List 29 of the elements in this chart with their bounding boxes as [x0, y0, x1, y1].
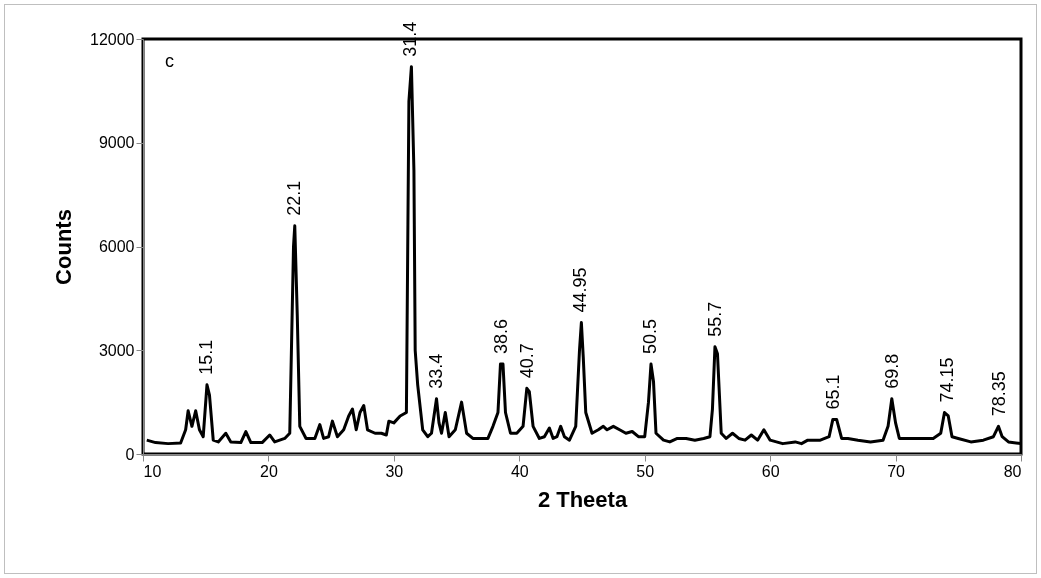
x-tick-label: 60 — [761, 462, 780, 480]
y-tick-label: 12000 — [90, 30, 135, 48]
x-tick-label: 40 — [510, 462, 529, 480]
annotation: 55.7 — [705, 301, 726, 337]
y-tick-label: 3000 — [98, 341, 135, 359]
annotation: 78.35 — [989, 371, 1010, 417]
annotation: 69.8 — [882, 353, 903, 389]
annotation: 50.5 — [639, 319, 660, 355]
annotation: 44.95 — [570, 267, 591, 313]
x-tick-label: 80 — [1003, 462, 1022, 480]
annotation: 65.1 — [823, 374, 844, 410]
annotation: 74.15 — [936, 357, 957, 403]
x-tick-label: 50 — [636, 462, 655, 480]
x-tick-label: 20 — [260, 462, 278, 480]
y-tick-label: 6000 — [98, 238, 135, 255]
annotation: 38.6 — [490, 319, 511, 355]
y-axis-title: Counts — [51, 209, 77, 285]
x-tick-label: 70 — [887, 462, 906, 480]
x-tick-label: 10 — [143, 462, 162, 480]
annotation: 33.4 — [425, 353, 446, 389]
x-axis-title: 2 Theeta — [537, 486, 628, 512]
annotation: 22.1 — [283, 180, 304, 216]
annotation: 15.1 — [195, 339, 216, 375]
annotation: 40.7 — [517, 343, 538, 379]
y-tick-label: 9000 — [98, 134, 135, 152]
annotation: c — [165, 51, 174, 71]
y-tick-label: 0 — [125, 445, 135, 463]
annotation: 31.4 — [400, 21, 421, 57]
x-tick-label: 30 — [385, 462, 404, 480]
